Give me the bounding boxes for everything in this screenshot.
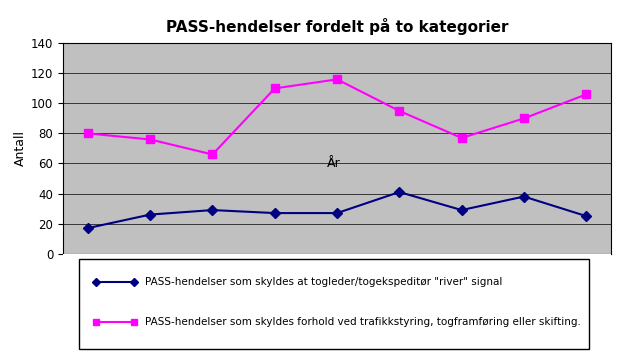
FancyBboxPatch shape bbox=[79, 258, 589, 349]
Text: PASS-hendelser som skyldes at togleder/togekspeditør "river" signal: PASS-hendelser som skyldes at togleder/t… bbox=[145, 277, 503, 287]
Text: PASS-hendelser som skyldes forhold ved trafikkstyring, togframføring eller skift: PASS-hendelser som skyldes forhold ved t… bbox=[145, 317, 581, 327]
Text: År: År bbox=[327, 157, 341, 170]
Y-axis label: Antall: Antall bbox=[14, 130, 26, 166]
Title: PASS-hendelser fordelt på to kategorier: PASS-hendelser fordelt på to kategorier bbox=[166, 18, 508, 35]
